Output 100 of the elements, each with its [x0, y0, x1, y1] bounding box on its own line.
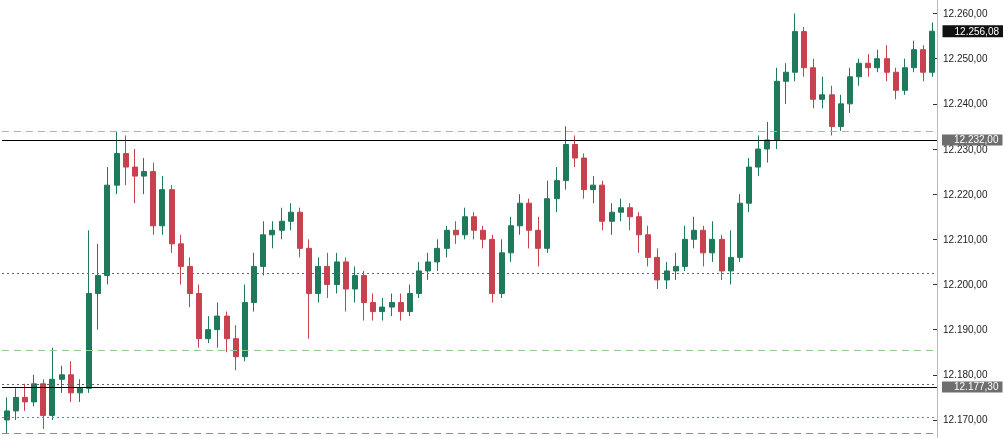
candlestick — [233, 324, 239, 371]
candlestick — [865, 53, 871, 78]
candlestick — [315, 256, 321, 304]
candlestick — [838, 94, 844, 132]
candlestick — [581, 153, 587, 200]
candlestick — [517, 193, 523, 236]
candlestick — [196, 283, 202, 349]
candlestick — [251, 252, 257, 313]
y-tick-label: 12.190,00 — [943, 324, 988, 336]
candlestick — [929, 22, 935, 78]
candlestick — [95, 243, 101, 331]
candlestick — [746, 157, 752, 213]
candlestick — [31, 374, 37, 407]
candlestick — [792, 13, 798, 82]
candlestick — [40, 378, 46, 430]
y-tick-label: 12.170,00 — [943, 414, 988, 426]
candlestick — [902, 58, 908, 96]
candlestick — [911, 40, 917, 73]
y-tick-label: 12.210,00 — [943, 233, 988, 245]
candlestick — [645, 225, 651, 267]
candlestick — [893, 67, 899, 100]
candlestick — [214, 302, 220, 349]
candlestick — [242, 283, 248, 362]
candlestick — [288, 202, 294, 231]
candlestick — [169, 184, 175, 254]
candlestick — [499, 238, 505, 299]
candlestick — [361, 270, 367, 322]
candlestick — [297, 207, 303, 258]
candlestick — [269, 220, 275, 249]
candlestick — [141, 157, 147, 195]
candlestick — [187, 256, 193, 308]
candlestick — [13, 387, 19, 421]
candlestick — [664, 261, 670, 290]
candlestick — [205, 315, 211, 344]
candlestick — [471, 211, 477, 240]
candlestick — [389, 293, 395, 317]
candlestick — [306, 238, 312, 340]
candlestick — [334, 252, 340, 295]
candlestick — [856, 58, 862, 87]
candlestick — [508, 216, 514, 263]
candlestick — [416, 261, 422, 299]
candlestick — [352, 265, 358, 304]
candlestick — [829, 85, 835, 136]
candlestick — [453, 220, 459, 245]
candlestick — [526, 198, 532, 249]
candlestick — [764, 121, 770, 164]
candlestick — [783, 62, 789, 105]
candlestick — [86, 229, 92, 394]
text: 12.256,08 — [954, 25, 1000, 37]
candlestick — [123, 134, 129, 186]
ref-line-label: 12.232,00 — [954, 134, 999, 146]
candlestick — [847, 67, 853, 114]
candlestick — [407, 283, 413, 317]
y-tick-label: 12.260,00 — [943, 8, 988, 20]
candlestick — [370, 293, 376, 322]
candlestick — [343, 256, 349, 313]
candlestick — [609, 202, 615, 236]
candlestick — [554, 166, 560, 213]
candlestick — [618, 198, 624, 222]
candlestick — [480, 225, 486, 249]
candlestick — [728, 229, 734, 285]
candlestick — [178, 234, 184, 285]
candlestick — [691, 216, 697, 249]
candlestick — [425, 252, 431, 281]
candlestick — [444, 225, 450, 258]
candlestick — [884, 44, 890, 82]
ref-line-label: 12.177,30 — [954, 381, 999, 393]
candlestick — [132, 148, 138, 204]
candlestick — [22, 383, 28, 412]
candlestick — [737, 193, 743, 263]
candlestick — [590, 175, 596, 204]
candlestick — [801, 26, 807, 78]
candlestick — [636, 211, 642, 254]
y-tick-label: 12.180,00 — [943, 369, 988, 381]
candlestick — [49, 347, 55, 421]
candlestick — [77, 378, 83, 403]
y-tick-label: 12.200,00 — [943, 278, 988, 290]
candlestick — [709, 220, 715, 263]
candlestick — [159, 175, 165, 236]
candlestick — [563, 125, 569, 191]
candlestick — [224, 311, 230, 353]
candlestick — [819, 76, 825, 109]
y-tick-label: 12.250,00 — [943, 53, 988, 65]
candlestick — [874, 49, 880, 73]
candlestick — [114, 130, 120, 195]
candlestick — [68, 360, 74, 403]
candlestick — [489, 234, 495, 304]
y-tick-label: 12.240,00 — [943, 98, 988, 110]
candlestick — [774, 67, 780, 150]
candlestick — [654, 247, 660, 290]
candlestick — [810, 58, 816, 109]
candlestick — [59, 365, 65, 394]
candlestick — [572, 134, 578, 168]
candlestick — [150, 162, 156, 236]
candlestick — [544, 180, 550, 254]
y-tick-label: 12.220,00 — [943, 188, 988, 200]
y-tick-label: 12.230,00 — [943, 143, 988, 155]
candlestick — [755, 134, 761, 177]
candlestick — [682, 225, 688, 272]
candlestick — [324, 252, 330, 299]
